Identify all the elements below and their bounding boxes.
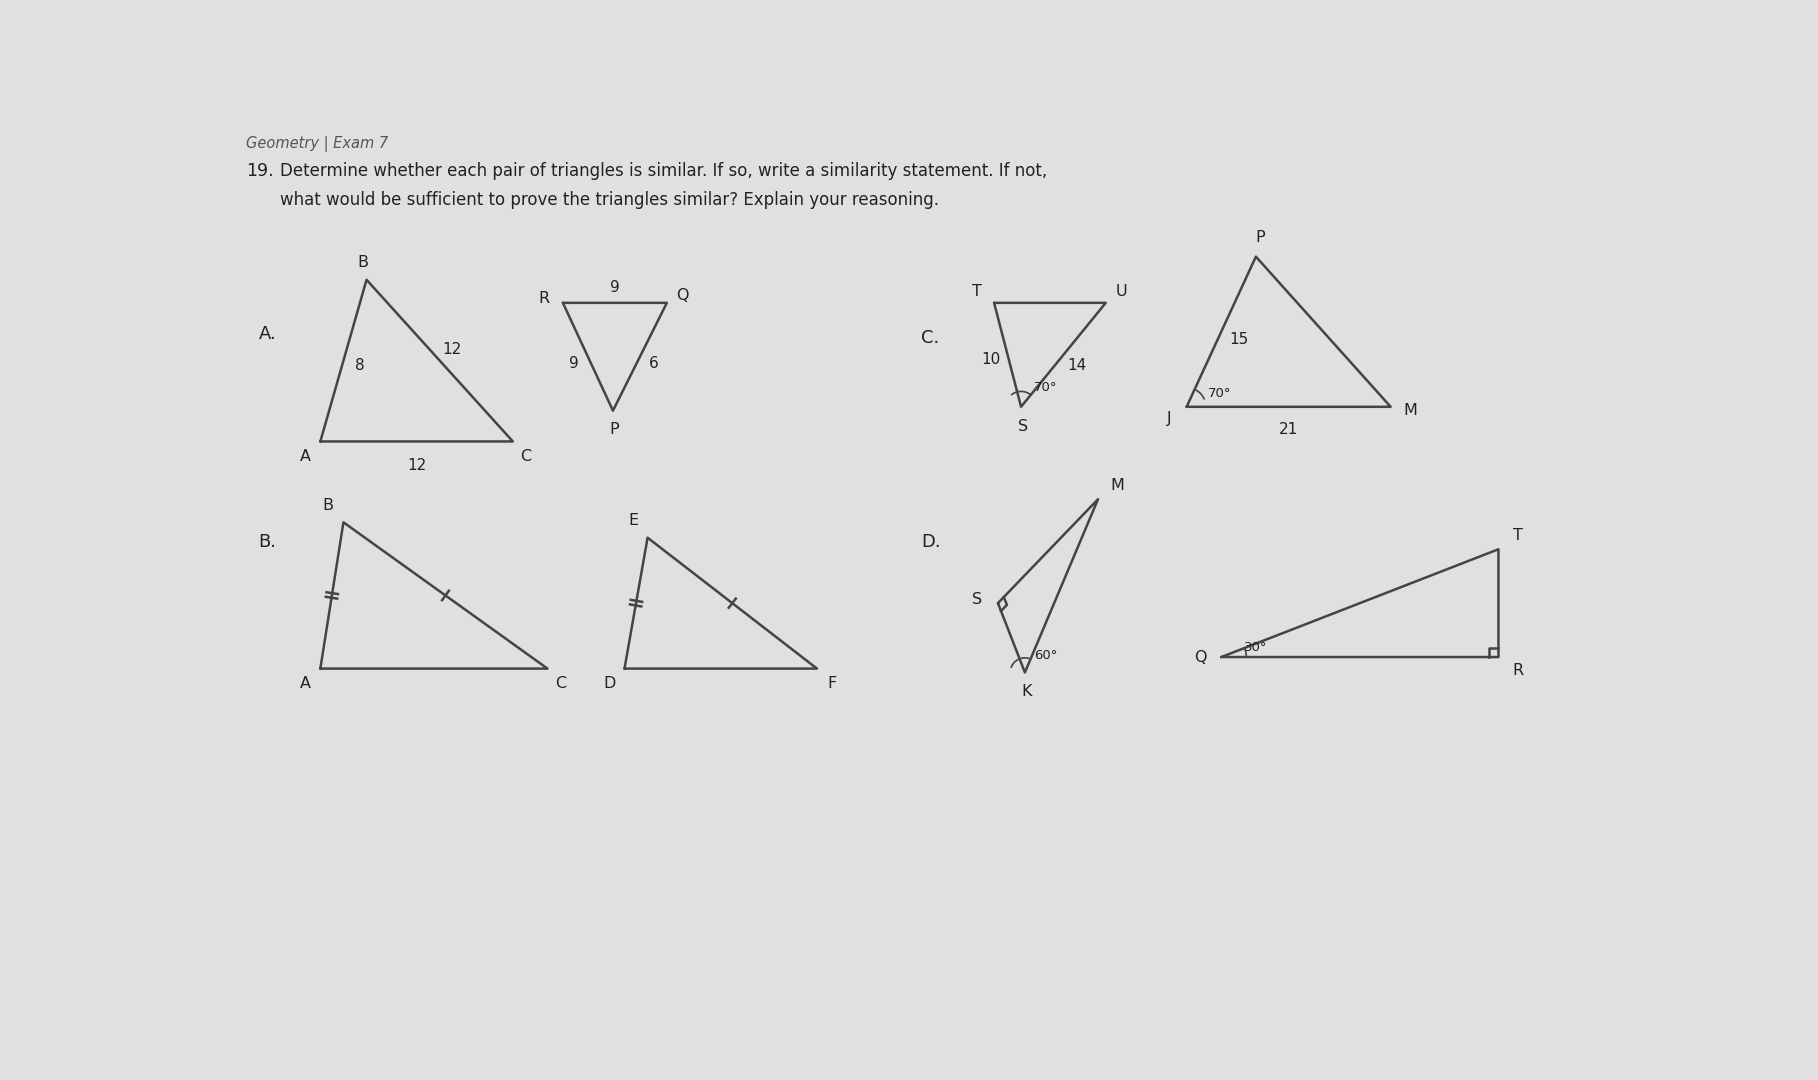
Text: D.: D.: [922, 532, 940, 551]
Text: M: M: [1111, 477, 1124, 492]
Text: 30°: 30°: [1244, 640, 1267, 653]
Text: what would be sufficient to prove the triangles similar? Explain your reasoning.: what would be sufficient to prove the tr…: [280, 191, 938, 210]
Text: C: C: [520, 449, 531, 464]
Text: B: B: [322, 498, 333, 513]
Text: 15: 15: [1229, 333, 1249, 348]
Text: 60°: 60°: [1034, 649, 1058, 662]
Text: 6: 6: [649, 356, 658, 372]
Text: S: S: [973, 592, 982, 607]
Text: S: S: [1018, 419, 1027, 433]
Text: U: U: [1114, 284, 1127, 299]
Text: A: A: [300, 449, 311, 464]
Text: P: P: [1254, 230, 1265, 245]
Text: T: T: [973, 284, 982, 299]
Text: B: B: [356, 255, 369, 270]
Text: B.: B.: [258, 532, 276, 551]
Text: 8: 8: [355, 357, 365, 373]
Text: 9: 9: [611, 280, 620, 295]
Text: J: J: [1167, 410, 1173, 426]
Text: 9: 9: [569, 355, 578, 370]
Text: A.: A.: [258, 325, 276, 342]
Text: K: K: [1022, 685, 1031, 699]
Text: C: C: [554, 676, 565, 691]
Text: Geometry | Exam 7: Geometry | Exam 7: [245, 136, 387, 152]
Text: P: P: [609, 422, 620, 437]
Text: 12: 12: [407, 458, 425, 473]
Text: C.: C.: [922, 328, 940, 347]
Text: 19.: 19.: [245, 162, 273, 180]
Text: 21: 21: [1280, 422, 1298, 437]
Text: 12: 12: [442, 341, 462, 356]
Text: E: E: [629, 513, 638, 528]
Text: 14: 14: [1067, 359, 1085, 373]
Text: Q: Q: [676, 287, 689, 302]
Text: 70°: 70°: [1034, 381, 1058, 394]
Text: Determine whether each pair of triangles is similar. If so, write a similarity s: Determine whether each pair of triangles…: [280, 162, 1047, 180]
Text: A: A: [300, 676, 311, 691]
Text: 70°: 70°: [1207, 387, 1231, 400]
Text: 10: 10: [982, 352, 1000, 366]
Text: F: F: [827, 676, 836, 691]
Text: R: R: [538, 292, 549, 307]
Text: M: M: [1403, 403, 1416, 418]
Text: T: T: [1513, 528, 1523, 543]
Text: R: R: [1513, 663, 1523, 678]
Text: Q: Q: [1194, 649, 1207, 664]
Text: D: D: [604, 676, 614, 691]
